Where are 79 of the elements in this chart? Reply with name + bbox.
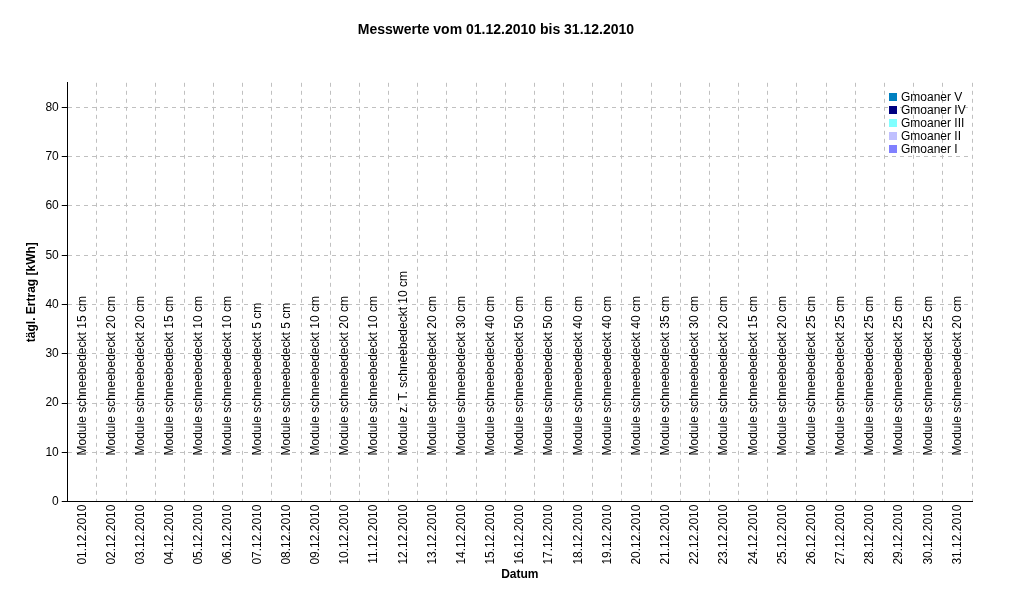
x-tick-label: 26.12.2010 xyxy=(803,504,818,565)
x-tick-label: 25.12.2010 xyxy=(774,504,789,565)
annotation: Module schneebedeckt 35 cm xyxy=(658,296,673,456)
y-tick-label: 10 xyxy=(45,444,60,459)
x-axis-title: Datum xyxy=(501,567,539,582)
y-tick-label: 20 xyxy=(45,395,60,410)
y-tick-label: 70 xyxy=(45,149,60,164)
x-tick-label: 14.12.2010 xyxy=(453,504,468,565)
x-tick-label: 13.12.2010 xyxy=(424,504,439,565)
x-tick-label: 06.12.2010 xyxy=(220,504,235,565)
x-tick-label: 16.12.2010 xyxy=(512,504,527,565)
annotation: Module schneebedeckt 10 cm xyxy=(366,296,381,456)
x-tick-label: 11.12.2010 xyxy=(366,504,381,564)
annotation: Module schneebedeckt 20 cm xyxy=(103,296,118,456)
annotation: Module schneebedeckt 30 cm xyxy=(453,296,468,456)
y-tick-label: 80 xyxy=(45,99,60,114)
y-tick-label: 60 xyxy=(45,198,60,213)
annotation: Module schneebedeckt 20 cm xyxy=(424,296,439,456)
x-tick-label: 28.12.2010 xyxy=(862,504,877,565)
y-axis-title: tägl. Ertrag [kWh] xyxy=(23,242,38,343)
x-tick-label: 05.12.2010 xyxy=(191,504,206,565)
annotation: Module schneebedeckt 20 cm xyxy=(949,296,964,456)
annotation: Module schneebedeckt 20 cm xyxy=(774,296,789,456)
annotation: Module schneebedeckt 15 cm xyxy=(74,296,89,456)
x-tick-label: 31.12.2010 xyxy=(949,504,964,565)
y-tick-label: 50 xyxy=(45,247,60,262)
annotation: Module schneebedeckt 15 cm xyxy=(162,296,177,456)
x-tick-label: 23.12.2010 xyxy=(716,504,731,565)
annotation: Module schneebedeckt 50 cm xyxy=(512,296,527,456)
x-tick-label: 15.12.2010 xyxy=(483,504,498,565)
annotation: Module schneebedeckt 50 cm xyxy=(541,296,556,456)
x-tick-label: 21.12.2010 xyxy=(658,504,673,565)
legend-label: Gmoaner II xyxy=(901,128,962,143)
x-tick-label: 08.12.2010 xyxy=(278,504,293,565)
annotation: Module schneebedeckt 25 cm xyxy=(862,296,877,456)
annotation: Module schneebedeckt 25 cm xyxy=(833,296,848,456)
annotation: Module schneebedeckt 10 cm xyxy=(191,296,206,456)
x-tick-label: 30.12.2010 xyxy=(920,504,935,565)
annotation: Module schneebedeckt 5 cm xyxy=(278,302,293,456)
annotation: Module schneebedeckt 25 cm xyxy=(920,296,935,456)
annotation: Module schneebedeckt 20 cm xyxy=(132,296,147,456)
y-tick-label: 0 xyxy=(52,493,60,508)
annotation: Module z. T. schneebedeckt 10 cm xyxy=(395,270,410,456)
x-tick-label: 19.12.2010 xyxy=(599,504,614,565)
x-tick-label: 02.12.2010 xyxy=(103,504,118,565)
x-tick-label: 04.12.2010 xyxy=(162,504,177,565)
x-tick-label: 18.12.2010 xyxy=(570,504,585,565)
x-tick-label: 29.12.2010 xyxy=(891,504,906,565)
x-tick-label: 20.12.2010 xyxy=(628,504,643,565)
legend-label: Gmoaner V xyxy=(901,89,963,104)
legend-label: Gmoaner I xyxy=(901,141,958,156)
annotation: Module schneebedeckt 40 cm xyxy=(570,296,585,456)
x-tick-label: 09.12.2010 xyxy=(308,504,322,565)
x-tick-label: 03.12.2010 xyxy=(132,504,147,565)
annotation: Module schneebedeckt 20 cm xyxy=(716,296,731,456)
annotation: Module schneebedeckt 20 cm xyxy=(337,296,352,456)
legend-label: Gmoaner IV xyxy=(901,102,966,117)
annotation: Module schneebedeckt 30 cm xyxy=(687,296,702,456)
annotation: Module schneebedeckt 40 cm xyxy=(599,296,614,456)
annotation: Module schneebedeckt 25 cm xyxy=(891,296,906,456)
x-tick-label: 24.12.2010 xyxy=(745,504,760,565)
x-tick-label: 17.12.2010 xyxy=(541,504,556,565)
annotation: Module schneebedeckt 15 cm xyxy=(745,296,760,456)
annotation: Module schneebedeckt 25 cm xyxy=(803,296,818,456)
x-tick-label: 12.12.2010 xyxy=(395,504,410,565)
x-tick-label: 10.12.2010 xyxy=(337,504,352,565)
y-tick-label: 30 xyxy=(45,346,60,361)
annotation: Module schneebedeckt 10 cm xyxy=(308,296,322,456)
x-tick-label: 22.12.2010 xyxy=(687,504,702,565)
legend-label: Gmoaner III xyxy=(901,115,965,130)
annotation: Module schneebedeckt 5 cm xyxy=(249,302,264,456)
x-tick-label: 07.12.2010 xyxy=(249,504,264,565)
x-tick-label: 01.12.2010 xyxy=(74,504,89,565)
annotation: Module schneebedeckt 10 cm xyxy=(220,296,235,456)
annotation: Module schneebedeckt 40 cm xyxy=(483,296,498,456)
chart-title: Messwerte vom 01.12.2010 bis 31.12.2010 xyxy=(357,21,635,38)
annotation: Module schneebedeckt 40 cm xyxy=(628,296,643,456)
x-tick-label: 27.12.2010 xyxy=(833,504,848,565)
y-tick-label: 40 xyxy=(45,296,60,311)
